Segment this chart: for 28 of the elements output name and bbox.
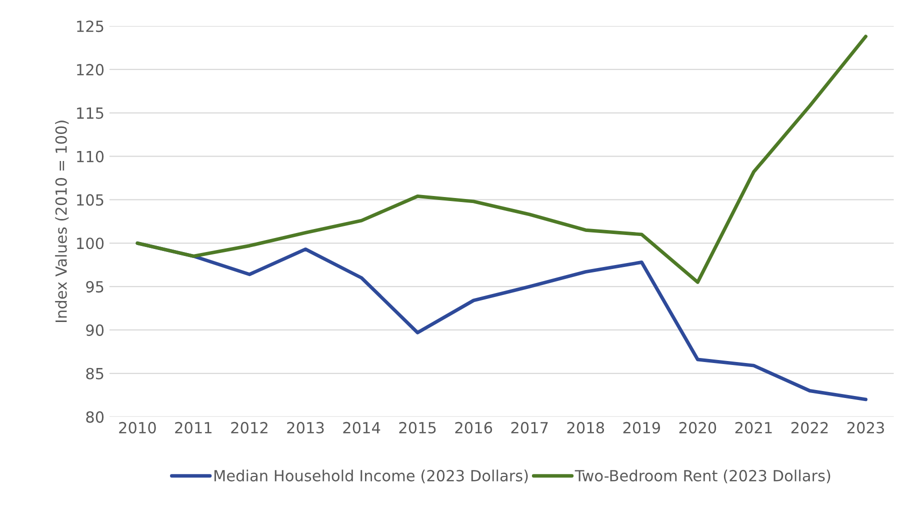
y-tick-label: 110 [77, 150, 104, 162]
x-tick-label: 2013 [287, 422, 324, 434]
y-tick-label: 120 [77, 64, 104, 76]
y-tick-label: 95 [86, 281, 104, 293]
x-tick-label: 2023 [847, 422, 884, 434]
y-tick-label: 125 [77, 20, 104, 32]
x-tick-label: 2011 [175, 422, 212, 434]
y-tick-label: 90 [86, 324, 104, 336]
x-tick-label: 2015 [399, 422, 436, 434]
y-tick-label: 100 [77, 238, 104, 250]
x-tick-label: 2012 [231, 422, 268, 434]
legend-label: Two-Bedroom Rent (2023 Dollars) [574, 470, 830, 484]
line-series [136, 34, 868, 284]
y-tick-label: 105 [77, 194, 104, 206]
y-axis-title: Index Values (2010 = 100) [55, 120, 69, 322]
x-tick-label: 2018 [567, 422, 604, 434]
x-tick-label: 2022 [791, 422, 828, 434]
y-tick-label: 80 [86, 411, 104, 423]
x-tick-label: 2016 [455, 422, 492, 434]
x-tick-label: 2021 [735, 422, 772, 434]
x-tick-label: 2020 [679, 422, 716, 434]
x-tick-label: 2019 [623, 422, 660, 434]
legend-label: Median Household Income (2023 Dollars) [214, 470, 528, 484]
x-tick-label: 2017 [511, 422, 548, 434]
x-tick-label: 2010 [119, 422, 156, 434]
y-tick-label: 115 [77, 108, 104, 119]
y-tick-label: 85 [86, 368, 104, 380]
x-tick-label: 2014 [343, 422, 380, 434]
